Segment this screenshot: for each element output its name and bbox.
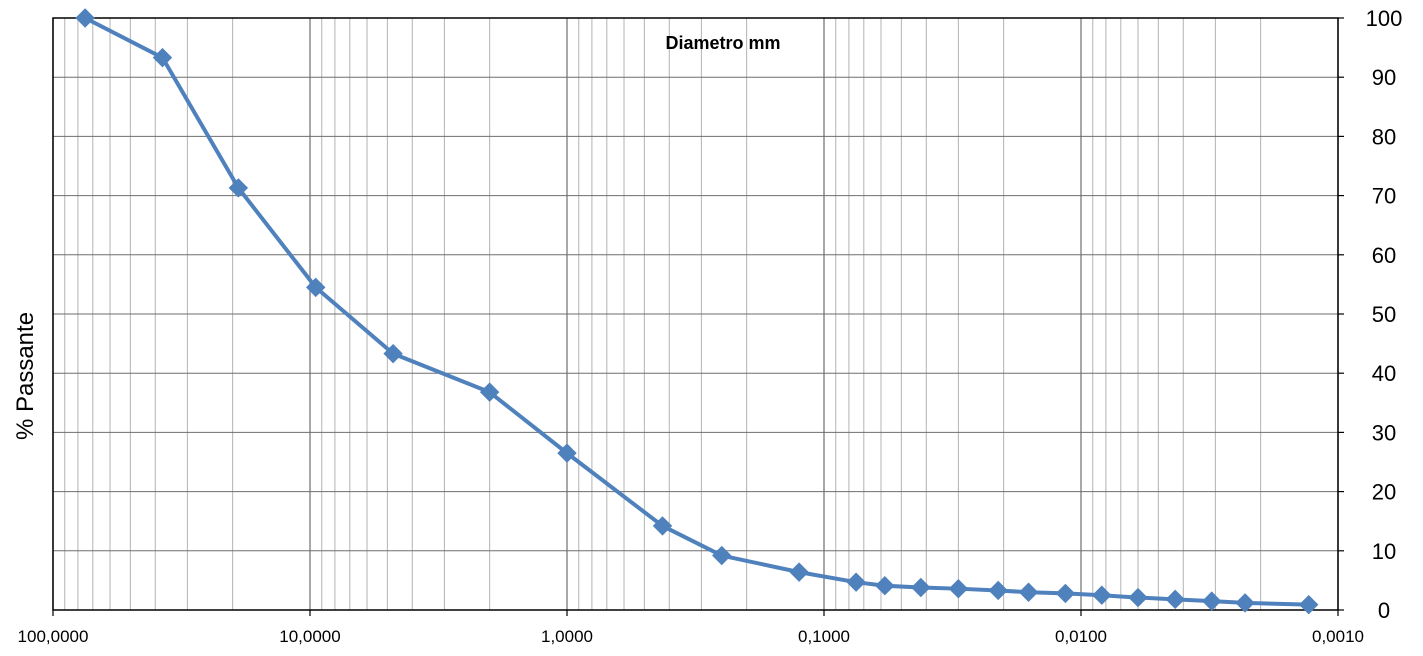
data-point-marker (479, 382, 500, 402)
y-tick-label: 40 (1372, 361, 1396, 386)
data-point-marker (1055, 583, 1076, 604)
data-point-marker (1128, 587, 1148, 608)
y-tick-label: 30 (1372, 420, 1396, 445)
data-point-marker (228, 178, 249, 198)
chart-title: Diametro mm (665, 33, 780, 53)
gridlines (52, 17, 1339, 611)
x-tick-label: 1,0000 (541, 627, 593, 646)
x-tick-label: 10,0000 (279, 627, 340, 646)
data-point-marker (911, 577, 931, 598)
data-point-marker (712, 545, 732, 566)
x-tick-label: 100,0000 (18, 627, 89, 646)
y-tick-label: 80 (1372, 124, 1396, 149)
y-tick-label: 50 (1372, 302, 1396, 327)
y-tick-label: 20 (1372, 480, 1396, 505)
y-axis-title: % Passante (12, 312, 39, 440)
data-point-marker (152, 47, 173, 68)
data-point-marker (1235, 593, 1255, 613)
data-point-marker (652, 516, 673, 536)
x-tick-label: 0,0100 (1055, 627, 1107, 646)
x-tick-label: 0,1000 (798, 627, 850, 646)
x-tick-labels: 100,0000 10,0000 1,0000 0,1000 0,0100 0,0010 (18, 610, 1364, 646)
series-layer (75, 8, 1319, 615)
series-line (84, 16, 1309, 607)
x-tick-label: 0,0010 (1312, 627, 1364, 646)
y-tick-label: 90 (1372, 65, 1396, 90)
data-point-marker (75, 8, 95, 28)
y-tick-label: 100 (1366, 6, 1403, 31)
y-tick-label: 60 (1372, 243, 1396, 268)
data-point-marker (789, 562, 809, 582)
data-point-marker (1092, 585, 1112, 605)
data-point-marker (1018, 582, 1039, 602)
y-tick-labels: 0 10 20 30 40 50 60 70 80 90 100 (1338, 6, 1402, 623)
data-point-marker (1299, 594, 1319, 615)
data-point-marker (948, 578, 969, 599)
data-point-marker (875, 576, 895, 596)
y-tick-label: 70 (1372, 184, 1396, 209)
y-tick-label: 0 (1378, 598, 1390, 623)
data-point-marker (988, 580, 1008, 601)
y-tick-label: 10 (1372, 539, 1396, 564)
data-point-marker (557, 443, 577, 463)
data-point-marker (1202, 591, 1222, 611)
data-point-marker (1165, 589, 1185, 610)
data-point-marker (846, 572, 866, 592)
data-point-marker (383, 343, 403, 364)
data-point-marker (306, 277, 326, 298)
